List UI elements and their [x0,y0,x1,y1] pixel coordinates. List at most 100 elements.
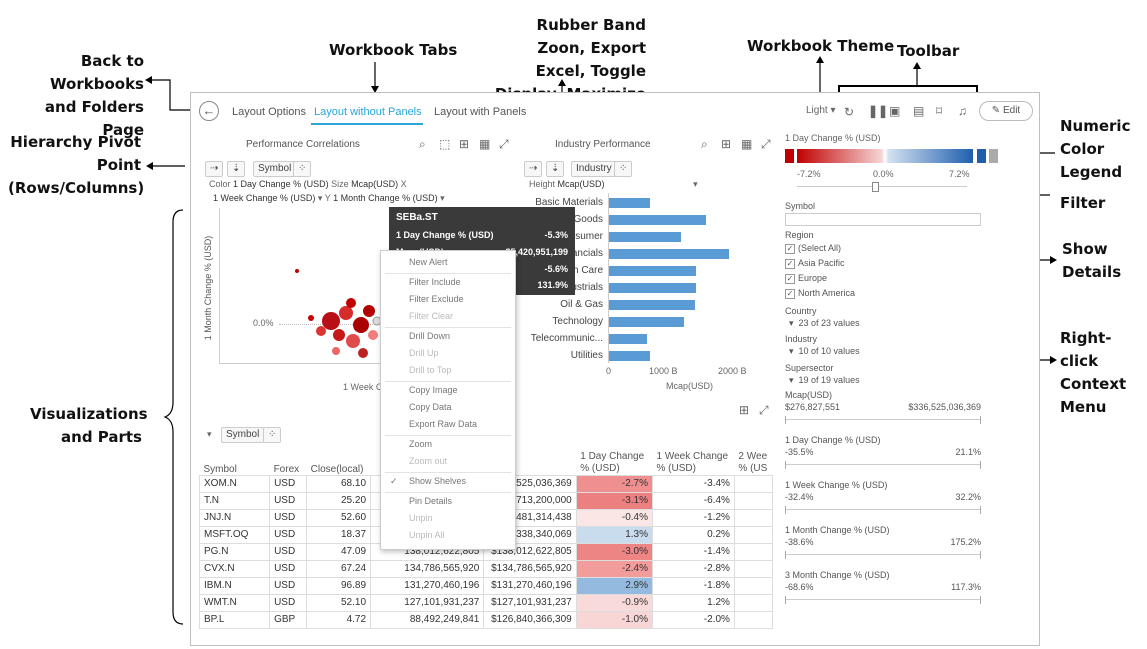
scatter-point[interactable] [346,298,356,308]
alert-bell-icon[interactable]: ♫ [958,104,967,118]
scatter-point[interactable] [332,347,340,355]
industry-shelf[interactable]: Industry [571,161,617,177]
scatter-point[interactable] [308,315,314,321]
col-header-1day[interactable]: 1 Day Change % (USD) [580,450,645,474]
bar-8[interactable] [609,334,647,344]
context-menu-item[interactable]: New Alert [409,257,448,267]
size-value[interactable]: Mcap(USD) [351,179,399,189]
color-value[interactable]: 1 Day Change % (USD) [233,179,329,189]
scatter-point[interactable] [316,326,326,336]
scatter-point[interactable] [333,329,345,341]
legend-slider-handle[interactable] [872,182,879,192]
tab-layout-options[interactable]: Layout Options [232,106,306,118]
table-row[interactable]: IBM.N USD 96.89 131,270,460,196 $131,270,460… [198,576,774,595]
table-hierarchy-icon[interactable]: ⁘ [263,427,282,443]
table-row[interactable]: CVX.N USD 67.24 134,786,565,920 $134,786,565… [198,559,774,578]
col-header-symbol[interactable]: Symbol [203,463,237,475]
pivot-cols-button[interactable]: ⇣ [227,161,246,177]
bookmark-icon[interactable]: ⌑ [936,104,943,118]
range-filter-slider[interactable] [785,506,981,514]
search-icon[interactable]: ⌕ [419,137,426,151]
toggle-display-icon[interactable]: ▦ [479,137,491,151]
y-value[interactable]: 1 Month Change % (USD) [333,193,438,203]
range-filter-slider[interactable] [785,551,981,559]
scatter-point[interactable] [368,330,378,340]
tab-layout-with-panels[interactable]: Layout with Panels [434,106,527,118]
scatter-point[interactable] [353,317,369,333]
industry-pivot-cols[interactable]: ⇣ [546,161,565,177]
table-row[interactable]: WMT.N USD 52.10 127,101,931,237 $127,101,931… [198,593,774,612]
industry-toggle-display-icon[interactable]: ▦ [741,137,753,151]
table-row[interactable]: MSFT.OQ USD 18.37 $145,338,340,069 1.3% 0.2% [198,525,774,544]
tab-layout-without-panels[interactable]: Layout without Panels [314,106,422,118]
edit-button[interactable]: ✎ Edit [979,101,1033,121]
region-na-checkbox[interactable]: ✓ [785,289,795,299]
industry-pivot-rows[interactable]: ⇢ [524,161,543,177]
range-filter-slider[interactable] [785,461,981,469]
table-collapse-icon[interactable]: ▾ [207,429,212,439]
refresh-icon[interactable]: ↻ [844,105,855,119]
x-value[interactable]: 1 Week Change % (USD) [213,193,316,203]
bar-3[interactable] [609,249,730,259]
filter-industry-summary[interactable]: ▾ 10 of 10 values [789,346,860,356]
size-clear-icon[interactable]: X [400,179,407,189]
bar-4[interactable] [609,266,696,276]
bar-7[interactable] [609,317,684,327]
region-select-all-checkbox[interactable]: ✓ [785,244,795,254]
bars-export-icon[interactable]: ⊞ [739,403,750,417]
bar-1[interactable] [609,215,706,225]
industry-search-icon[interactable]: ⌕ [701,137,708,151]
rubber-band-zoom-icon[interactable]: ⬚ [439,137,451,151]
region-europe-checkbox[interactable]: ✓ [785,274,795,284]
scatter-points[interactable] [291,263,381,373]
bar-0[interactable] [609,198,650,208]
range-filter-slider[interactable] [785,416,981,424]
legend-neg-swatch[interactable] [785,149,794,163]
context-menu-item[interactable]: Export Raw Data [409,419,478,429]
industry-hierarchy-icon[interactable]: ⁘ [614,161,633,177]
maximize-icon[interactable]: ⤢ [499,137,509,151]
context-menu-item[interactable]: Show Shelves [409,476,467,486]
pause-icon[interactable]: ❚❚ [868,104,889,118]
scatter-shelf-symbol[interactable]: Symbol [253,161,297,177]
range-filter-slider[interactable] [785,596,981,604]
region-asia-checkbox[interactable]: ✓ [785,259,795,269]
col-header-forex[interactable]: Forex [273,463,300,475]
theme-select[interactable]: Light ▾ [806,105,836,116]
context-menu-item[interactable]: Filter Exclude [409,294,464,304]
col-header-2week[interactable]: 2 Wee % (US [738,450,768,474]
industry-maximize-icon[interactable]: ⤢ [761,137,771,151]
col-header-1week[interactable]: 1 Week Change % (USD) [656,450,729,474]
bar-5[interactable] [609,283,696,293]
table-shelf-symbol[interactable]: Symbol [221,427,265,443]
export-excel-icon[interactable]: ⊞ [459,137,470,151]
legend-pos-swatch[interactable] [977,149,986,163]
filter-supersector-summary[interactable]: ▾ 19 of 19 values [789,375,860,385]
context-menu-item[interactable]: Pin Details [409,496,453,506]
bars-maximize-icon[interactable]: ⤢ [759,403,769,417]
col-header-close[interactable]: Close(local) [310,463,364,475]
legend-null-swatch[interactable] [989,149,998,163]
scatter-point[interactable] [322,312,340,330]
back-button[interactable]: ← [199,101,219,121]
scatter-point[interactable] [339,306,353,320]
table-row[interactable]: BP.L GBP 4.72 88,492,249,841 $126,840,366,30… [198,610,774,629]
height-value[interactable]: Mcap(USD) [557,179,605,189]
scatter-point[interactable] [363,305,375,317]
context-menu-item[interactable]: Filter Include [409,277,461,287]
context-menu-item[interactable]: Copy Data [409,402,452,412]
context-menu-item[interactable]: Drill Down [409,331,451,341]
scatter-point[interactable] [346,334,360,348]
context-menu-item[interactable]: Copy Image [409,385,458,395]
scatter-point[interactable] [358,348,368,358]
scatter-point[interactable] [372,316,381,326]
pivot-rows-button[interactable]: ⇢ [205,161,224,177]
bar-9[interactable] [609,351,651,361]
legend-slider-track[interactable] [797,186,967,187]
filter-country-summary[interactable]: ▾ 23 of 23 values [789,318,860,328]
bar-6[interactable] [609,300,696,310]
industry-export-excel-icon[interactable]: ⊞ [721,137,732,151]
pdf-icon[interactable]: ▤ [913,104,925,118]
scatter-point[interactable] [295,269,299,273]
context-menu-item[interactable]: Zoom [409,439,433,449]
